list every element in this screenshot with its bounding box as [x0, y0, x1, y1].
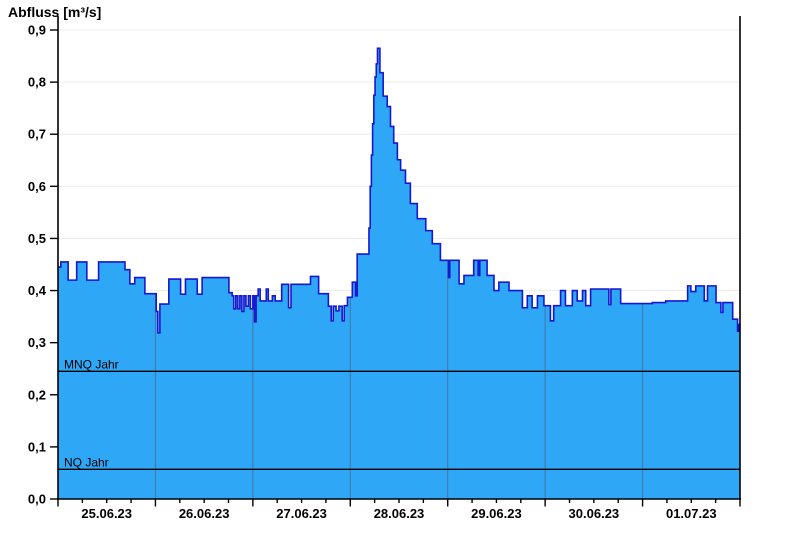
x-tick-label: 30.06.23	[569, 506, 620, 521]
y-tick-label: 0,6	[28, 179, 46, 194]
y-tick-label: 0,2	[28, 387, 46, 402]
x-tick-label: 28.06.23	[374, 506, 425, 521]
x-tick-label: 27.06.23	[276, 506, 327, 521]
y-tick-label: 0,8	[28, 75, 46, 90]
x-tick-label: 01.07.23	[666, 506, 717, 521]
x-tick-label: 29.06.23	[471, 506, 522, 521]
discharge-step-line	[58, 47, 740, 334]
y-tick-label: 0,4	[28, 283, 47, 298]
area-fill	[58, 48, 740, 499]
y-tick-label: 0,3	[28, 335, 46, 350]
y-tick-label: 0,0	[28, 492, 46, 507]
y-tick-label: 0,5	[28, 231, 46, 246]
chart-title: Abfluss [m³/s]	[8, 4, 102, 20]
x-tick-label: 25.06.23	[81, 506, 132, 521]
y-tick-label: 0,1	[28, 439, 46, 454]
y-tick-label: 0,7	[28, 127, 46, 142]
nq-jahr-label: NQ Jahr	[64, 455, 109, 469]
mnq-jahr-label: MNQ Jahr	[64, 357, 119, 371]
x-tick-label: 26.06.23	[179, 506, 230, 521]
y-tick-label: 0,9	[28, 23, 46, 38]
